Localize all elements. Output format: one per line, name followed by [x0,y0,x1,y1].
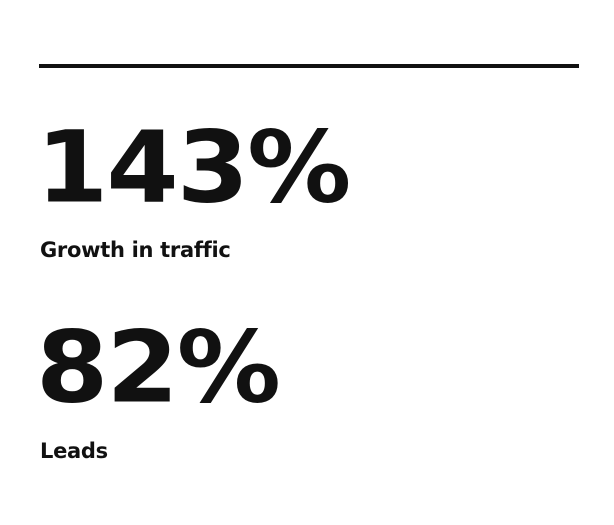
stat-label: Growth in traffic [40,238,231,262]
stat-value: 82% [36,309,281,426]
stat-value: 143% [36,109,351,226]
divider [39,64,579,68]
stat-label: Leads [40,439,108,463]
